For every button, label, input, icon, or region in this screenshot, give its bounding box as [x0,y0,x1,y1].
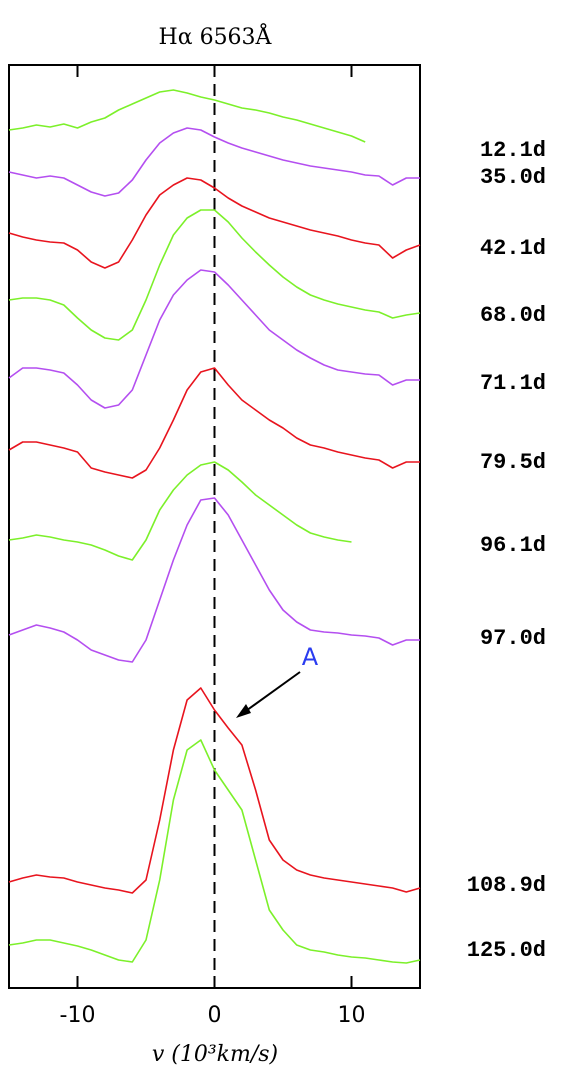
arrow-head [236,704,251,718]
annotation: A [302,643,319,671]
x-tick-label: 10 [338,1003,366,1028]
series-label: 71.1d [480,371,546,396]
series-label: 125.0d [467,938,546,963]
spectrum-line [8,687,421,894]
series-label: 108.9d [467,873,546,898]
spectrum-line [8,739,421,964]
spectrum-line [8,209,421,341]
spectrum-line [8,127,420,197]
annotation-arrow [242,671,301,714]
spectrum-line [8,367,420,479]
spectrum-line [8,89,366,143]
series-label: 79.5d [480,450,546,475]
series-label: 68.0d [480,303,546,328]
x-tick-label: -10 [60,1003,96,1028]
series-label: 12.1d [480,138,546,163]
spectrum-line [8,269,420,409]
series-label: 96.1d [480,533,546,558]
chart-title: Hα 6563Å [159,22,273,50]
spectrum-line [8,461,352,561]
x-tick-label: 0 [208,1003,222,1028]
spectrum-line [8,177,421,269]
x-axis-label: v (10³km/s) [152,1042,278,1067]
spectrum-line [8,497,420,663]
series-label: 35.0d [480,165,546,190]
series-label: 42.1d [480,236,546,261]
series-label: 97.0d [480,626,546,651]
